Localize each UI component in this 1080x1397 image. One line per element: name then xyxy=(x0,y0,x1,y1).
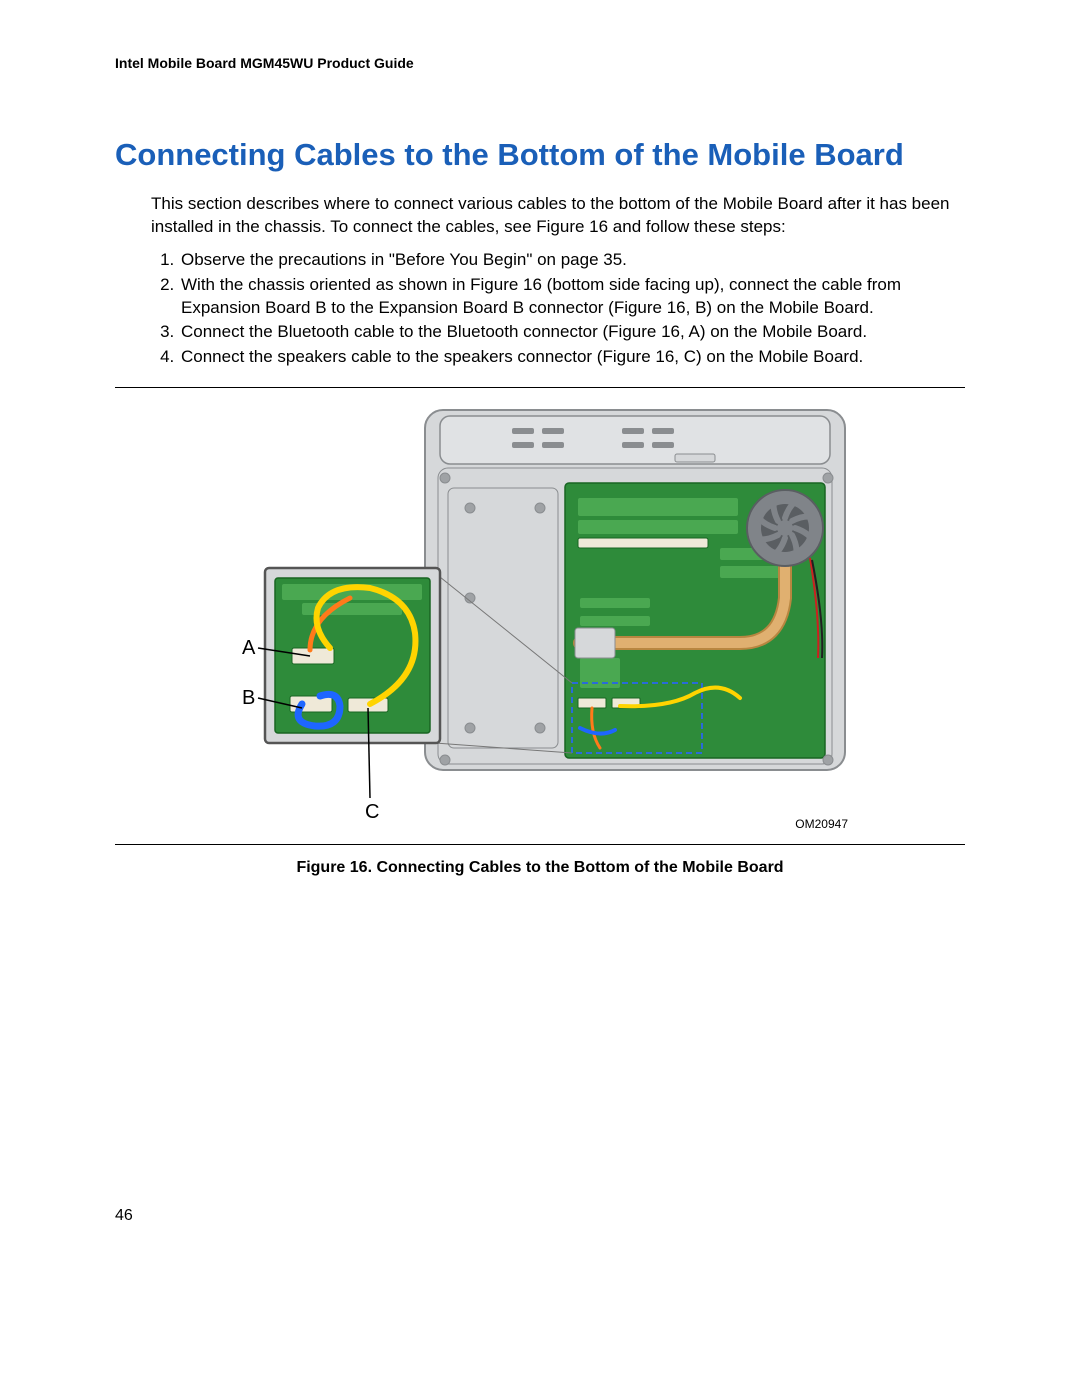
page-number: 46 xyxy=(115,1207,965,1225)
svg-text:OM20947: OM20947 xyxy=(795,817,848,831)
section-heading: Connecting Cables to the Bottom of the M… xyxy=(115,136,965,175)
steps-list: Observe the precautions in "Before You B… xyxy=(151,249,965,370)
figure-caption: Figure 16. Connecting Cables to the Bott… xyxy=(115,859,965,877)
step-item: Observe the precautions in "Before You B… xyxy=(179,249,965,272)
step-item: Connect the Bluetooth cable to the Bluet… xyxy=(179,321,965,344)
svg-text:C: C xyxy=(365,801,379,823)
step-item: With the chassis oriented as shown in Fi… xyxy=(179,274,965,320)
figure-diagram: A B C OM20947 xyxy=(220,398,860,838)
section-intro: This section describes where to connect … xyxy=(151,193,965,239)
svg-text:B: B xyxy=(242,687,255,709)
svg-text:A: A xyxy=(242,637,256,659)
step-item: Connect the speakers cable to the speake… xyxy=(179,346,965,369)
document-header: Intel Mobile Board MGM45WU Product Guide xyxy=(115,55,965,71)
figure-container: A B C OM20947 xyxy=(115,387,965,845)
